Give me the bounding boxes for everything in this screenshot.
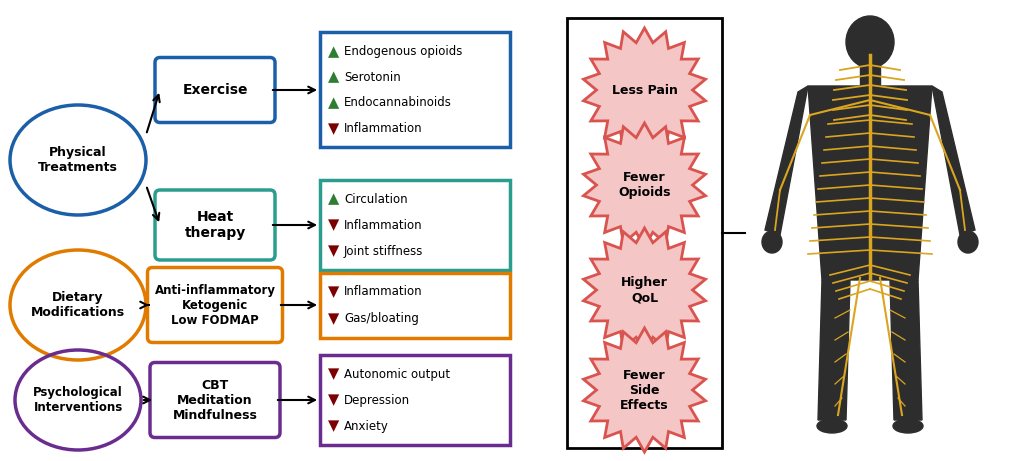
Ellipse shape <box>958 231 978 253</box>
Text: Joint stiffness: Joint stiffness <box>344 244 424 258</box>
Text: ▲: ▲ <box>328 95 339 110</box>
Text: Depression: Depression <box>344 394 410 407</box>
Text: Inflammation: Inflammation <box>344 122 423 135</box>
Text: Higher
QoL: Higher QoL <box>621 276 668 304</box>
Bar <box>320 272 510 337</box>
Text: ▼: ▼ <box>328 121 339 136</box>
Bar <box>860 64 880 86</box>
Text: ▼: ▼ <box>328 243 339 259</box>
Polygon shape <box>932 86 975 235</box>
Text: Exercise: Exercise <box>183 83 248 97</box>
Polygon shape <box>765 86 808 235</box>
Ellipse shape <box>817 419 847 433</box>
Polygon shape <box>818 280 850 420</box>
Polygon shape <box>583 28 706 152</box>
Text: Fewer
Side
Effects: Fewer Side Effects <box>620 368 669 412</box>
Polygon shape <box>583 328 706 452</box>
Polygon shape <box>808 86 932 280</box>
Text: ▼: ▼ <box>328 284 339 299</box>
Text: Heat
therapy: Heat therapy <box>185 210 246 240</box>
Ellipse shape <box>893 419 923 433</box>
Text: ▲: ▲ <box>328 44 339 59</box>
Text: ▼: ▼ <box>328 392 339 408</box>
Text: Gas/bloating: Gas/bloating <box>344 312 419 325</box>
Bar <box>320 32 510 148</box>
Text: Autonomic output: Autonomic output <box>344 367 450 380</box>
Text: ▼: ▼ <box>328 366 339 382</box>
Bar <box>567 18 722 448</box>
Text: ▼: ▼ <box>328 311 339 326</box>
Text: Circulation: Circulation <box>344 193 407 206</box>
Text: Serotonin: Serotonin <box>344 71 401 83</box>
Text: Physical
Treatments: Physical Treatments <box>38 146 118 174</box>
Text: Dietary
Modifications: Dietary Modifications <box>31 291 125 319</box>
Text: Endogenous opioids: Endogenous opioids <box>344 45 463 58</box>
Ellipse shape <box>846 16 894 68</box>
Text: Inflammation: Inflammation <box>344 285 423 298</box>
Bar <box>320 180 510 270</box>
Text: ▲: ▲ <box>328 70 339 85</box>
Text: Fewer
Opioids: Fewer Opioids <box>619 171 671 199</box>
Text: Anti-inflammatory
Ketogenic
Low FODMAP: Anti-inflammatory Ketogenic Low FODMAP <box>154 284 276 326</box>
Text: Anxiety: Anxiety <box>344 420 389 432</box>
Text: ▼: ▼ <box>328 218 339 232</box>
Text: CBT
Meditation
Mindfulness: CBT Meditation Mindfulness <box>173 378 257 421</box>
Bar <box>320 355 510 445</box>
Polygon shape <box>583 228 706 352</box>
Text: ▼: ▼ <box>328 419 339 433</box>
Text: Endocannabinoids: Endocannabinoids <box>344 96 452 109</box>
Polygon shape <box>583 123 706 247</box>
Ellipse shape <box>762 231 782 253</box>
Text: ▲: ▲ <box>328 191 339 207</box>
Text: Less Pain: Less Pain <box>612 83 678 96</box>
Polygon shape <box>890 280 922 420</box>
Text: Psychological
Interventions: Psychological Interventions <box>33 386 123 414</box>
Text: Inflammation: Inflammation <box>344 219 423 231</box>
